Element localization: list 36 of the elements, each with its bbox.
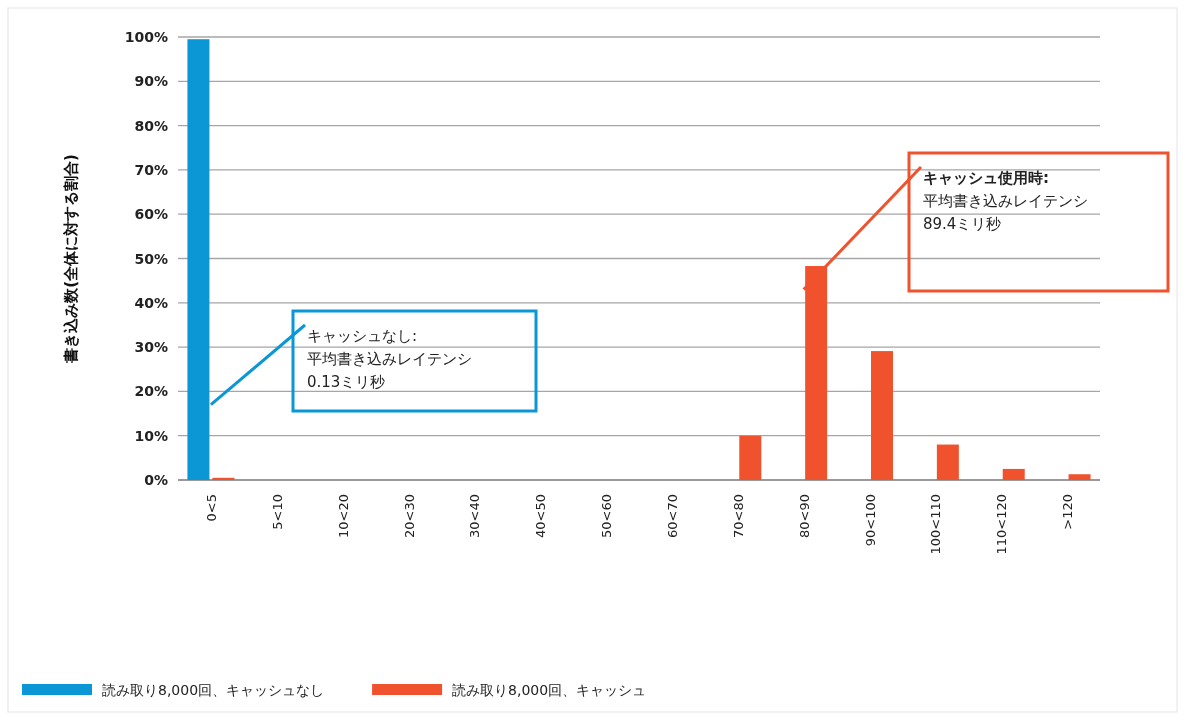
x-tick-label: 5<10: [269, 494, 285, 530]
x-tick-label: 100<110: [928, 494, 944, 555]
y-tick-label: 40%: [134, 294, 168, 311]
annotation: キャッシュ使用時: 平均書き込みレイテンシ 89.4ミリ秒: [923, 169, 1088, 233]
y-tick-label: 80%: [134, 117, 168, 134]
bar: [936, 444, 959, 480]
y-tick-label: 100%: [124, 29, 168, 45]
legend-label: 読み取り8,000回、キャッシュなし: [102, 682, 325, 698]
x-tick-label: 110<120: [994, 494, 1010, 555]
y-tick-label: 0%: [144, 472, 168, 488]
bar: [1068, 474, 1091, 480]
x-tick-label: >120: [1060, 494, 1076, 530]
x-tick-label: 90<100: [862, 494, 878, 547]
y-tick-label: 70%: [134, 161, 168, 178]
x-tick-label: 30<40: [467, 494, 483, 538]
y-tick-label: 90%: [134, 73, 168, 90]
x-tick-label: 10<20: [335, 494, 351, 538]
x-tick-label: 20<30: [401, 494, 417, 538]
x-tick-label: 50<60: [599, 494, 615, 538]
legend-label: 読み取り8,000回、キャッシュ: [452, 682, 647, 698]
x-tick-label: 80<90: [796, 494, 812, 538]
bar: [212, 477, 235, 480]
bar: [871, 351, 893, 480]
y-tick-label: 50%: [134, 250, 168, 267]
x-tick-label: 0<5: [203, 494, 219, 522]
y-tick-label: 10%: [134, 427, 168, 444]
y-tick-label: 30%: [134, 339, 168, 356]
annotation: キャッシュなし: 平均書き込みレイテンシ 0.13ミリ秒: [307, 327, 472, 391]
y-tick-label: 20%: [134, 383, 168, 400]
y-tick-label: 60%: [134, 206, 168, 223]
bar: [1002, 468, 1025, 480]
x-tick-label: 70<80: [730, 494, 746, 538]
y-axis-title: 書き込み数(全体に対する割合): [62, 154, 80, 364]
bar: [739, 435, 762, 480]
x-tick-label: 40<50: [533, 494, 549, 538]
x-tick-label: 60<70: [664, 494, 680, 538]
